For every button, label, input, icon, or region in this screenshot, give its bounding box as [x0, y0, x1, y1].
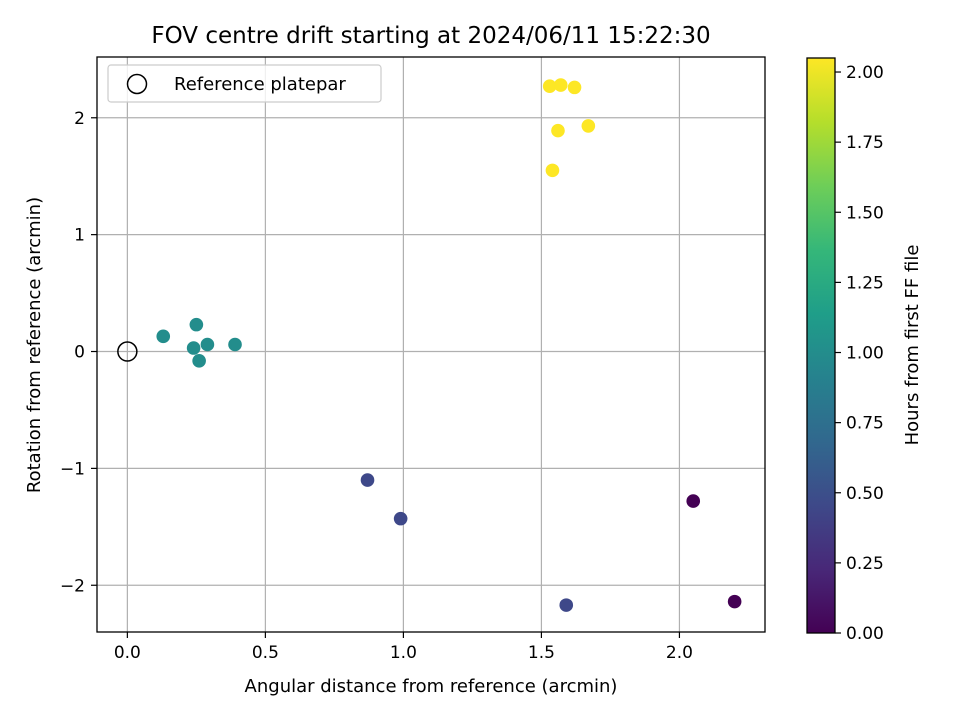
colorbar — [806, 57, 836, 634]
colorbar-tick-label: 0.75 — [846, 414, 884, 434]
y-tick-label: −2 — [60, 576, 85, 596]
scatter-point — [189, 317, 204, 332]
colorbar-tick-label: 1.25 — [846, 273, 884, 293]
chart-title: FOV centre drift starting at 2024/06/11 … — [151, 23, 710, 49]
scatter-point — [567, 80, 582, 95]
scatter-point — [186, 341, 201, 355]
legend: Reference platepar — [107, 64, 382, 103]
y-tick-label: 1 — [74, 226, 85, 246]
data-points — [156, 78, 742, 612]
x-axis-ticks: 0.0 0.5 1.0 1.5 2.0 — [114, 632, 693, 663]
x-tick-label: 0.5 — [252, 643, 279, 663]
reference-platepar-marker — [117, 341, 138, 362]
y-axis-ticks: −2 −1 0 1 2 — [60, 109, 97, 596]
colorbar-tick-label: 1.50 — [846, 203, 884, 223]
scatter-point — [727, 594, 742, 609]
scatter-point — [192, 354, 206, 368]
scatter-point — [559, 598, 574, 612]
colorbar-ticks: 0.00 0.25 0.50 0.75 1.00 1.25 1.50 1.75 2.00 — [835, 63, 884, 644]
grid — [97, 57, 765, 632]
scatter-point — [200, 337, 215, 352]
legend-label: Reference platepar — [174, 74, 346, 95]
y-tick-label: −1 — [60, 459, 85, 479]
scatter-point — [545, 163, 560, 178]
scatter-point — [553, 78, 568, 92]
x-axis-label: Angular distance from reference (arcmin) — [245, 676, 618, 697]
scatter-point — [393, 511, 408, 526]
colorbar-tick-label: 0.25 — [846, 554, 884, 574]
scatter-point — [551, 123, 565, 138]
colorbar-tick-label: 1.75 — [846, 133, 884, 153]
colorbar-tick-label: 2.00 — [846, 63, 884, 83]
legend-marker-open-circle — [126, 73, 148, 95]
x-tick-label: 1.0 — [390, 643, 417, 663]
scatter-point — [228, 337, 242, 352]
scatter-point — [156, 329, 171, 344]
colorbar-label: Hours from first FF file — [902, 245, 923, 446]
scatter-point — [686, 494, 701, 508]
x-tick-label: 2.0 — [666, 643, 693, 663]
scatter-point — [360, 473, 375, 487]
y-tick-label: 2 — [74, 109, 85, 129]
legend-box — [107, 64, 382, 103]
y-tick-label: 0 — [74, 343, 85, 363]
x-tick-label: 1.5 — [528, 643, 555, 663]
scatter-point — [581, 119, 596, 133]
reference-point — [117, 341, 138, 362]
plot-frame — [96, 56, 766, 633]
x-tick-label: 0.0 — [114, 643, 141, 663]
scatter-point — [542, 79, 557, 94]
colorbar-tick-label: 1.00 — [846, 344, 884, 364]
colorbar-tick-label: 0.00 — [846, 624, 884, 644]
y-axis-label: Rotation from reference (arcmin) — [24, 197, 45, 493]
colorbar-tick-label: 0.50 — [846, 484, 884, 504]
